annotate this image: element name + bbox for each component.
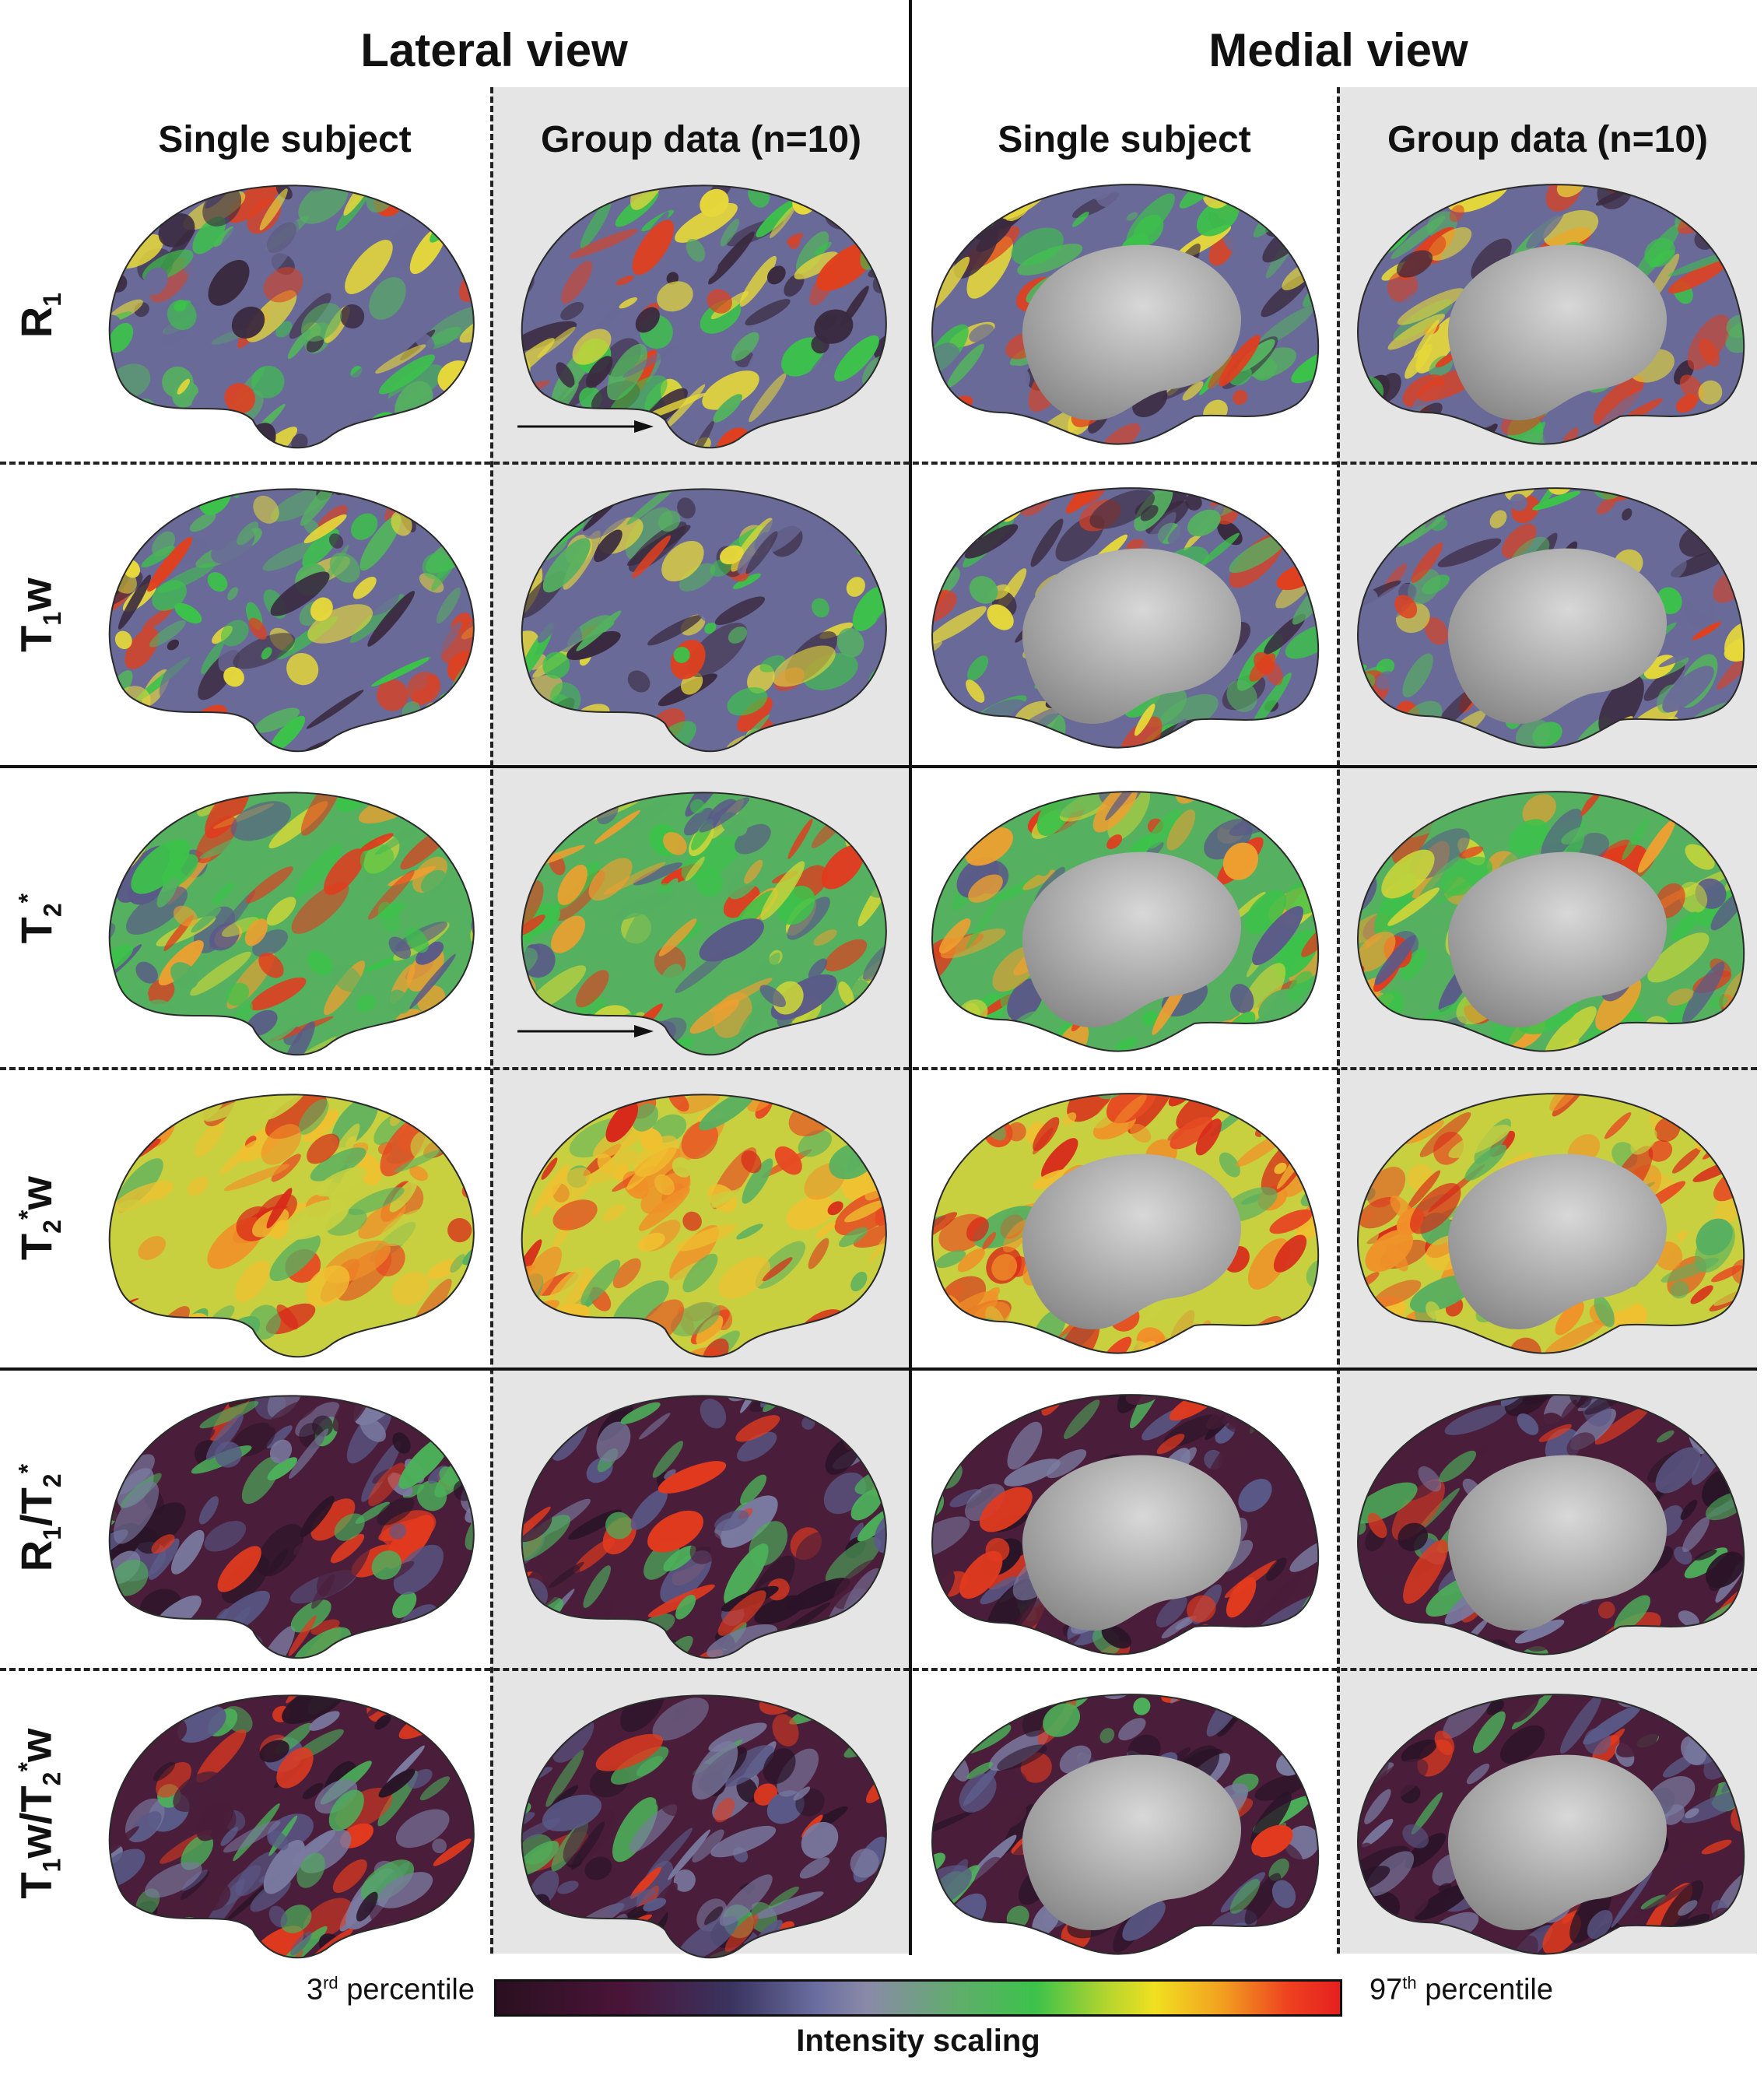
arrow-icon — [517, 419, 654, 434]
group-divider-1 — [0, 765, 1757, 768]
lateral-brain-surface — [494, 1073, 907, 1368]
group-divider-2 — [0, 1367, 1757, 1371]
lateral-column-divider — [490, 87, 493, 1954]
medial-brain-surface — [914, 1374, 1327, 1669]
lateral-brain-surface — [494, 1374, 907, 1669]
medial-brain-surface — [914, 163, 1327, 459]
lateral-brain-surface — [82, 163, 494, 459]
row-divider-3 — [0, 1668, 1757, 1671]
medial-view-header: Medial view — [1208, 24, 1468, 76]
medial-brain-surface — [914, 771, 1327, 1066]
row-divider-1 — [0, 462, 1757, 465]
medial-brain-surface — [1340, 1673, 1752, 1969]
medial-brain-surface — [1340, 467, 1752, 763]
medial-brain-surface — [1340, 771, 1752, 1066]
medial-brain-surface — [914, 467, 1327, 763]
column-header-medial-group: Group data (n=10) — [1387, 119, 1709, 160]
row-label-t2star: T2* — [11, 893, 67, 944]
row-label-r1: R1 — [11, 292, 67, 339]
lateral-brain-surface — [82, 771, 494, 1066]
column-header-lateral-group: Group data (n=10) — [540, 119, 862, 160]
lateral-brain-surface — [494, 1673, 907, 1969]
medial-brain-surface — [914, 1073, 1327, 1368]
column-header-medial-single: Single subject — [998, 119, 1251, 160]
lateral-brain-surface — [82, 1673, 494, 1969]
medial-brain-surface — [1340, 1073, 1752, 1368]
lateral-brain-surface — [82, 1374, 494, 1669]
lateral-medial-divider — [909, 0, 912, 1955]
row-label-t1w-over-t2starw: T1w/T2*w — [11, 1728, 67, 1899]
lateral-brain-surface — [494, 163, 907, 459]
medial-brain-surface — [1340, 1374, 1752, 1669]
lateral-brain-surface — [494, 771, 907, 1066]
arrow-icon — [517, 1023, 654, 1039]
row-label-t2starw: T2*w — [11, 1175, 67, 1261]
medial-brain-surface — [914, 1673, 1327, 1969]
lateral-brain-surface — [82, 467, 494, 763]
legend-low-label: 3rd percentile — [306, 1973, 475, 2006]
legend-high-label: 97th percentile — [1369, 1973, 1553, 2006]
medial-column-divider — [1337, 87, 1340, 1954]
row-divider-2 — [0, 1067, 1757, 1070]
column-header-lateral-single: Single subject — [158, 119, 412, 160]
lateral-brain-surface — [494, 467, 907, 763]
medial-brain-surface — [1340, 163, 1752, 459]
row-label-r1-over-t2star: R1/T2* — [11, 1463, 67, 1572]
row-label-t1w: T1w — [11, 578, 67, 652]
legend-title: Intensity scaling — [796, 2024, 1040, 2058]
lateral-view-header: Lateral view — [360, 24, 628, 76]
colorbar — [494, 1979, 1342, 2017]
lateral-brain-surface — [82, 1073, 494, 1368]
